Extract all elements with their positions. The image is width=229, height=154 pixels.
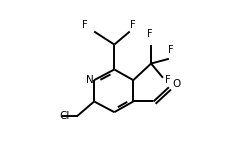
Text: F: F	[130, 20, 136, 30]
Text: F: F	[82, 20, 87, 30]
Text: Cl: Cl	[60, 111, 70, 121]
Text: N: N	[85, 75, 93, 85]
Text: O: O	[172, 79, 180, 89]
Text: F: F	[146, 29, 152, 39]
Text: F: F	[168, 45, 173, 55]
Text: F: F	[164, 75, 170, 85]
